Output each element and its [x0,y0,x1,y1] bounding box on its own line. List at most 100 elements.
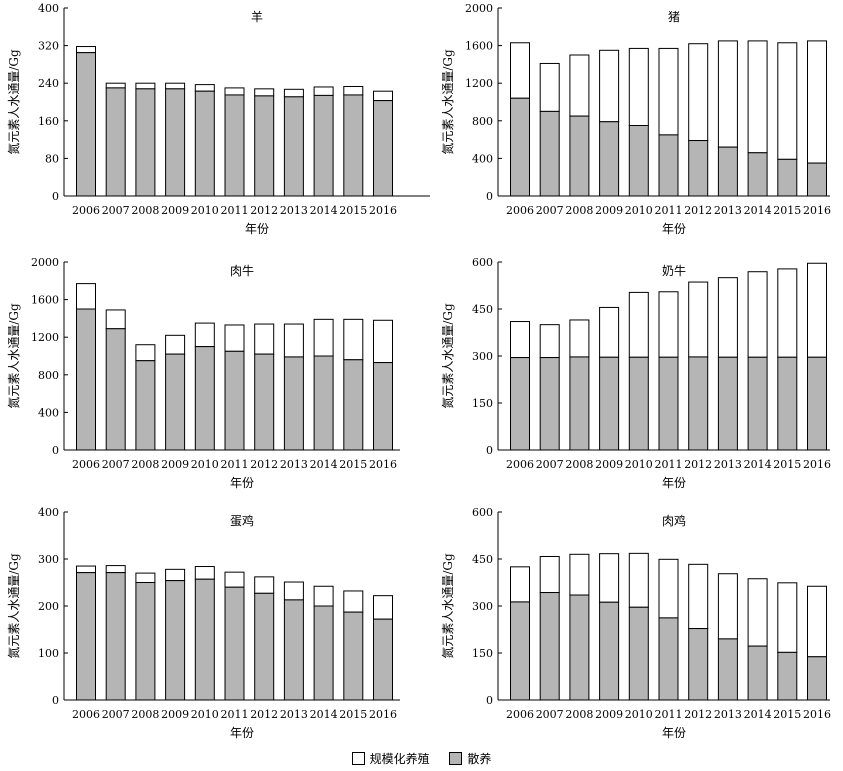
x-tick-label: 2015 [339,458,367,471]
y-axis-label: 氮元素人水通量/Gg [6,49,21,155]
bar-free-2013 [717,356,738,451]
bar-scale-2006 [510,42,530,99]
x-tick-label: 2009 [161,458,189,471]
x-axis-label: 年份 [245,222,269,236]
bar-free-2010 [194,578,215,701]
bar-free-2007 [105,328,126,451]
bar-free-2015 [777,158,798,197]
bar-free-2008 [135,88,156,197]
x-tick-label: 2015 [773,708,801,721]
y-tick-label: 1200 [465,77,493,90]
bar-free-2010 [194,90,215,197]
bar-free-2016 [373,618,393,701]
y-tick-label: 450 [472,303,493,316]
bar-free-2012 [688,628,709,701]
legend-swatch-free [449,752,463,765]
bar-scale-2012 [254,88,275,97]
x-tick-label: 2008 [131,458,159,471]
x-tick-label: 2007 [102,204,130,217]
bar-scale-2013 [283,323,304,358]
y-tick-label: 600 [472,256,493,269]
bar-free-2006 [76,308,96,451]
bar-scale-2015 [343,318,364,361]
bar-scale-2016 [807,262,827,358]
bar-scale-2016 [373,90,393,102]
bar-scale-2010 [628,47,649,126]
x-tick-label: 2009 [161,708,189,721]
bar-scale-2011 [224,571,245,588]
y-tick-label: 1200 [31,331,59,344]
x-tick-label: 2010 [191,204,219,217]
x-axis-label: 年份 [662,476,686,490]
bar-scale-2010 [194,566,215,580]
y-axis-label: 氮元素人水通量/Gg [440,553,455,659]
x-tick-label: 2006 [72,204,100,217]
bar-free-2009 [599,356,620,451]
x-tick-label: 2008 [565,204,593,217]
bar-scale-2012 [254,576,275,594]
x-tick-label: 2011 [221,204,249,217]
bar-free-2007 [105,572,126,701]
y-tick-label: 400 [38,506,59,519]
x-tick-label: 2007 [102,708,130,721]
bar-free-2007 [105,87,126,197]
bar-free-2012 [254,592,275,701]
bar-free-2016 [373,362,393,451]
x-tick-label: 2008 [565,458,593,471]
x-tick-label: 2010 [625,204,653,217]
x-tick-label: 2009 [595,204,623,217]
bar-scale-2006 [76,565,96,574]
x-tick-label: 2013 [280,204,308,217]
bar-free-2011 [224,586,245,701]
legend-label-free: 散养 [467,752,492,766]
bar-scale-2014 [313,318,334,357]
x-tick-label: 2011 [221,708,249,721]
x-tick-label: 2008 [131,204,159,217]
x-tick-label: 2012 [684,204,712,217]
chart-title: 羊 [251,9,263,24]
x-tick-label: 2010 [191,708,219,721]
x-tick-label: 2011 [655,708,683,721]
x-tick-label: 2009 [595,708,623,721]
x-tick-label: 2010 [191,458,219,471]
x-tick-label: 2016 [369,204,397,217]
x-tick-label: 2009 [161,204,189,217]
y-tick-label: 0 [486,444,493,457]
bar-free-2008 [569,356,590,451]
bar-scale-2013 [283,581,304,601]
bar-scale-2009 [599,553,620,603]
bar-free-2008 [569,594,590,701]
bar-scale-2015 [343,590,364,613]
y-tick-label: 0 [486,694,493,707]
y-tick-label: 150 [472,397,493,410]
x-tick-label: 2016 [369,708,397,721]
chart-title: 猪 [668,10,680,24]
x-tick-label: 2009 [595,458,623,471]
bar-free-2012 [254,95,275,197]
bar-scale-2011 [224,87,245,96]
bar-scale-2006 [510,566,530,603]
chart-title: 肉牛 [230,263,254,278]
bar-free-2012 [688,356,709,451]
bar-scale-2006 [510,321,530,359]
x-tick-label: 2012 [250,708,278,721]
bar-scale-2013 [717,277,738,358]
bar-scale-2013 [283,88,304,98]
bar-scale-2007 [539,62,560,112]
x-tick-label: 2011 [221,458,249,471]
bar-free-2006 [510,357,530,451]
bar-scale-2015 [777,42,798,160]
bar-free-2010 [194,346,215,451]
x-tick-label: 2013 [714,204,742,217]
bar-free-2009 [165,88,186,197]
x-tick-label: 2013 [714,458,742,471]
bar-scale-2008 [135,82,156,90]
bar-scale-2010 [194,84,215,92]
bar-scale-2008 [135,344,156,362]
y-tick-label: 240 [38,77,59,90]
